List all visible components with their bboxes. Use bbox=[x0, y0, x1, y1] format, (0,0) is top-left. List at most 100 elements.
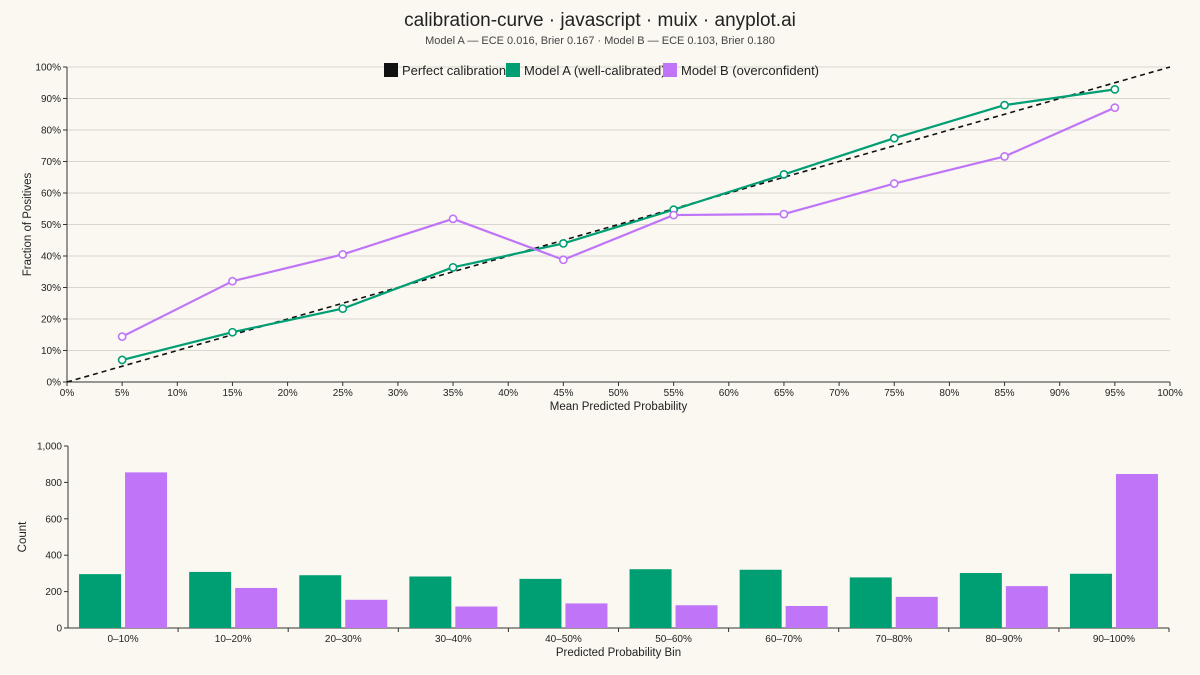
y-tick-label: 50% bbox=[41, 220, 61, 231]
y-tick-label: 30% bbox=[41, 283, 61, 294]
model-b-bar bbox=[565, 603, 608, 628]
x-tick-label: 65% bbox=[774, 388, 794, 399]
x-tick-label: 95% bbox=[1105, 388, 1125, 399]
model-b-point bbox=[117, 332, 127, 342]
calibration-x-ticks: 0% 5% 10% 15% 20% 25% 30% 35% 40% 45% 50% 55% 60% 65%… bbox=[60, 382, 1183, 399]
model-b-bar bbox=[895, 596, 938, 628]
chart-subtitle: Model A — ECE 0.016, Brier 0.167 · Model… bbox=[425, 35, 775, 47]
calibration-y-axis-label: Fraction of Positives bbox=[22, 172, 34, 276]
calibration-grid bbox=[67, 66, 1170, 351]
x-tick-label: 30% bbox=[388, 388, 408, 399]
y-tick-label: 400 bbox=[45, 551, 62, 562]
model-a-bar bbox=[739, 569, 782, 628]
perfect-calibration-line-group bbox=[66, 66, 1171, 383]
x-tick-label: 15% bbox=[222, 388, 242, 399]
model-b-bar bbox=[785, 605, 828, 628]
model-b-bar bbox=[1005, 586, 1048, 628]
model-b-point bbox=[889, 179, 899, 188]
model-b-bar bbox=[345, 599, 388, 628]
model-a-point bbox=[1000, 100, 1009, 110]
model-b-bar bbox=[1115, 474, 1158, 628]
legend-swatch bbox=[663, 63, 677, 77]
histogram-x-ticks: 0–10% 10–20% 20–30% 30–40% 40–50% 50–60% 60–70… bbox=[107, 628, 1170, 645]
legend-label: Perfect calibration bbox=[402, 63, 506, 78]
model-a-bar bbox=[409, 576, 452, 628]
model-b-point bbox=[1000, 152, 1009, 161]
perfect-calibration-line bbox=[66, 66, 1171, 383]
y-tick-label: 80% bbox=[41, 126, 61, 137]
x-tick-label: 50% bbox=[608, 388, 628, 399]
model-a-point bbox=[338, 304, 348, 314]
model-a-point bbox=[779, 170, 789, 179]
y-tick-label: 0 bbox=[56, 624, 62, 635]
x-tick-label: 10–20% bbox=[215, 634, 252, 645]
y-tick-label: 70% bbox=[41, 157, 61, 168]
histogram-x-axis-label: Predicted Probability Bin bbox=[556, 647, 681, 659]
x-tick-label: 50–60% bbox=[655, 634, 692, 645]
x-tick-label: 20% bbox=[278, 388, 298, 399]
y-tick-label: 10% bbox=[41, 346, 61, 357]
x-tick-label: 75% bbox=[884, 388, 904, 399]
model-a-point bbox=[889, 133, 899, 143]
histogram-y-ticks: 0 200 400 600 800 1,000 bbox=[37, 442, 68, 635]
y-tick-label: 40% bbox=[41, 252, 61, 263]
model-a-bar bbox=[189, 571, 232, 628]
y-tick-label: 600 bbox=[45, 514, 62, 525]
model-b-point bbox=[338, 250, 348, 259]
x-tick-label: 45% bbox=[553, 388, 573, 399]
model-b-bar bbox=[235, 587, 278, 628]
x-tick-label: 100% bbox=[1157, 388, 1183, 399]
model-a-point bbox=[558, 238, 568, 248]
model-a-bar bbox=[299, 575, 342, 628]
x-tick-label: 10% bbox=[167, 388, 187, 399]
y-tick-label: 1,000 bbox=[37, 442, 62, 453]
model-b-point bbox=[1110, 103, 1120, 113]
model-a-point bbox=[1110, 84, 1120, 94]
model-b-bar bbox=[455, 606, 498, 628]
model-a-bar bbox=[849, 577, 892, 628]
legend-swatch bbox=[384, 63, 398, 77]
x-tick-label: 85% bbox=[995, 388, 1015, 399]
x-tick-label: 55% bbox=[664, 388, 684, 399]
x-tick-label: 60% bbox=[719, 388, 739, 399]
model-b-line-group bbox=[117, 103, 1120, 342]
model-a-bar bbox=[79, 574, 122, 628]
model-a-bar bbox=[1069, 573, 1112, 628]
x-tick-label: 70–80% bbox=[875, 634, 912, 645]
model-b-line bbox=[121, 106, 1116, 338]
legend-swatch bbox=[506, 63, 520, 77]
model-b-point bbox=[558, 255, 568, 265]
x-tick-label: 70% bbox=[829, 388, 849, 399]
model-a-bar bbox=[959, 573, 1002, 628]
histogram-bars bbox=[79, 472, 1158, 628]
model-b-point bbox=[779, 209, 789, 219]
calibration-legend: Perfect calibration Model A (well-calibra… bbox=[384, 63, 819, 78]
x-tick-label: 80% bbox=[939, 388, 959, 399]
calibration-y-ticks: 0% 10% 20% 30% 40% 50% 60% 70% 80% 90% 100% bbox=[35, 63, 67, 389]
model-a-point bbox=[448, 262, 458, 272]
model-a-line bbox=[121, 88, 1116, 362]
y-tick-label: 100% bbox=[35, 63, 61, 74]
y-tick-label: 200 bbox=[45, 587, 62, 598]
model-b-point bbox=[228, 276, 237, 286]
model-a-bar bbox=[629, 569, 672, 628]
x-tick-label: 40–50% bbox=[545, 634, 582, 645]
x-tick-label: 0–10% bbox=[107, 634, 138, 645]
x-tick-label: 60–70% bbox=[765, 634, 802, 645]
histogram-y-axis-label: Count bbox=[17, 521, 29, 552]
x-tick-label: 20–30% bbox=[325, 634, 362, 645]
model-a-point bbox=[117, 355, 127, 365]
model-b-bar bbox=[675, 605, 718, 628]
x-tick-label: 40% bbox=[498, 388, 518, 399]
model-a-line-group bbox=[117, 84, 1120, 365]
legend-label: Model B (overconfident) bbox=[681, 63, 819, 78]
x-tick-label: 35% bbox=[443, 388, 463, 399]
x-tick-label: 90–100% bbox=[1093, 634, 1135, 645]
model-a-bar bbox=[519, 578, 562, 628]
y-tick-label: 60% bbox=[41, 189, 61, 200]
y-tick-label: 800 bbox=[45, 478, 62, 489]
model-b-point bbox=[448, 214, 458, 224]
y-tick-label: 90% bbox=[41, 94, 61, 105]
